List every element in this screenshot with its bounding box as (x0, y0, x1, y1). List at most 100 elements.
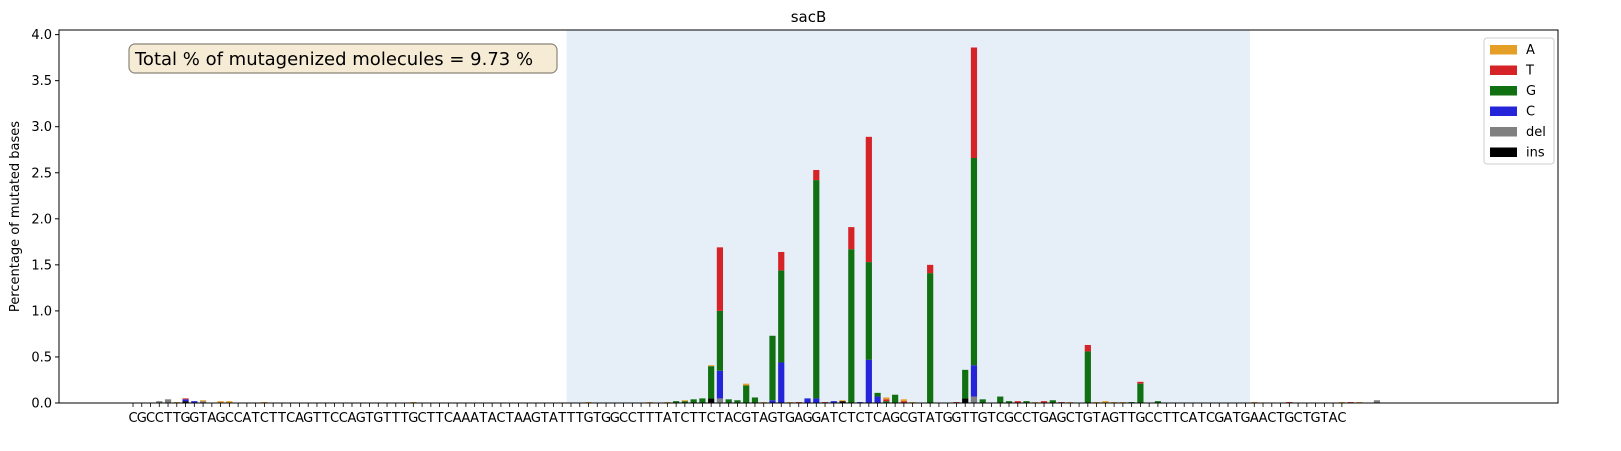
x-tick-label-base: C (286, 411, 295, 426)
legend-label-del: del (1526, 125, 1546, 140)
bar-segment-g (690, 399, 697, 403)
x-tick-label-base: A (1101, 411, 1110, 426)
x-tick-label-base: T (365, 411, 374, 426)
x-tick-label-base: T (251, 411, 260, 426)
x-tick-label-base: T (382, 411, 391, 426)
x-tick-label-base: C (234, 411, 243, 426)
x-tick-label-base: T (776, 411, 785, 426)
x-tick-label-base: G (785, 411, 795, 426)
x-tick-label-base: C (155, 411, 164, 426)
x-tick-label-base: T (566, 411, 575, 426)
bar-segment-c (769, 400, 776, 403)
bar-segment-del (156, 401, 163, 403)
x-tick-label-base: T (557, 411, 566, 426)
x-tick-label-base: G (978, 411, 988, 426)
x-tick-label-base: C (1066, 411, 1075, 426)
x-tick-label-base: A (348, 411, 357, 426)
x-tick-label-base: G (890, 411, 900, 426)
x-tick-label-base: T (478, 411, 487, 426)
x-tick-label-base: T (540, 411, 549, 426)
y-tick-label: 4.0 (31, 28, 52, 43)
bar-segment-t (716, 247, 724, 311)
bar-segment-g (716, 310, 724, 371)
bar-segment-t (883, 399, 890, 402)
y-tick-label: 1.0 (31, 304, 52, 319)
x-tick-label-base: T (400, 411, 409, 426)
x-tick-label-base: T (592, 411, 601, 426)
bar-segment-g (699, 398, 706, 403)
y-tick-label: 2.0 (31, 212, 52, 227)
bar-segment-g (997, 396, 1004, 403)
x-tick-label-base: G (1214, 411, 1224, 426)
bar-segment-a (883, 397, 890, 400)
bar-segment-g (734, 400, 741, 403)
y-tick-label: 3.5 (31, 74, 52, 89)
x-tick-label-base: A (295, 411, 304, 426)
x-tick-label-base: G (1311, 411, 1321, 426)
x-tick-label-base: A (470, 411, 479, 426)
x-tick-label-base: T (671, 411, 680, 426)
bar-segment-g (725, 399, 732, 403)
legend-swatch-ins (1490, 147, 1517, 157)
bar-segment-c (970, 365, 978, 397)
bar-segment-a (708, 365, 715, 367)
bar-segment-t (848, 227, 855, 250)
x-tick-label-base: T (960, 411, 969, 426)
x-tick-label-base: C (330, 411, 339, 426)
x-tick-label-base: G (1004, 411, 1014, 426)
x-tick-label-base: G (356, 411, 366, 426)
x-tick-label-base: T (846, 411, 855, 426)
x-tick-label-base: C (1206, 411, 1215, 426)
plot-area: 0.00.51.01.52.02.53.03.54.0 C G C C T T GG T A G C… (31, 28, 1559, 426)
bar-segment-a (217, 401, 224, 403)
bar-segment-del (164, 399, 172, 403)
x-tick-label-base: A (794, 411, 803, 426)
x-tick-label-base: A (207, 411, 216, 426)
bar-segment-g (892, 394, 899, 403)
bar-segment-t (865, 136, 872, 263)
bar-segment-ins (182, 401, 189, 403)
x-tick-label-base: T (1127, 411, 1136, 426)
x-tick-label-base: T (654, 411, 663, 426)
bar-segment-del (970, 396, 978, 403)
x-tick-label-base: C (444, 411, 453, 426)
bar-segment-g (848, 249, 855, 403)
x-tick-label-base: T (1302, 411, 1311, 426)
bar-segment-c (716, 370, 724, 399)
x-tick-label-base: T (864, 411, 873, 426)
x-tick-label-base: G (137, 411, 147, 426)
x-tick-label-base: C (1145, 411, 1154, 426)
x-tick-label-base: G (767, 411, 777, 426)
x-tick-label-base: T (916, 411, 925, 426)
bar-segment-t (813, 169, 820, 181)
bar-segment-ins (962, 398, 969, 403)
x-tick-label-base: G (189, 411, 199, 426)
bar-segment-g (962, 369, 969, 399)
x-tick-label-base: A (1259, 411, 1268, 426)
x-tick-label-base: C (707, 411, 716, 426)
bar-segment-g (769, 335, 776, 401)
plot-frame (58, 29, 1559, 404)
x-tick-label-base: T (969, 411, 978, 426)
legend-label-ins: ins (1526, 146, 1545, 161)
x-tick-label-base: G (181, 411, 191, 426)
y-axis: 0.0 0.5 1.0 1.5 2.0 2.5 3.0 3.5 4.0 (31, 28, 59, 412)
bar-segment-a (681, 400, 688, 402)
legend-label-t: T (1525, 64, 1534, 79)
bar-segment-g (1154, 401, 1162, 403)
x-tick-label-base: T (829, 411, 838, 426)
x-tick-label-base: C (680, 411, 689, 426)
x-tick-label-base: T (426, 411, 435, 426)
legend-swatch-a (1490, 45, 1517, 55)
x-tick-label-base: A (453, 411, 462, 426)
bar-segment-t (1040, 401, 1048, 403)
bar-segment-c (813, 398, 820, 403)
bar-segment-g (979, 399, 986, 403)
y-tick-label: 0.0 (31, 397, 52, 412)
x-tick-label-base: G (583, 411, 593, 426)
x-tick-label-base: C (1022, 411, 1031, 426)
x-tick-label-base: G (1057, 411, 1067, 426)
x-tick-label-base: T (321, 411, 330, 426)
bar-segment-g (865, 262, 872, 360)
